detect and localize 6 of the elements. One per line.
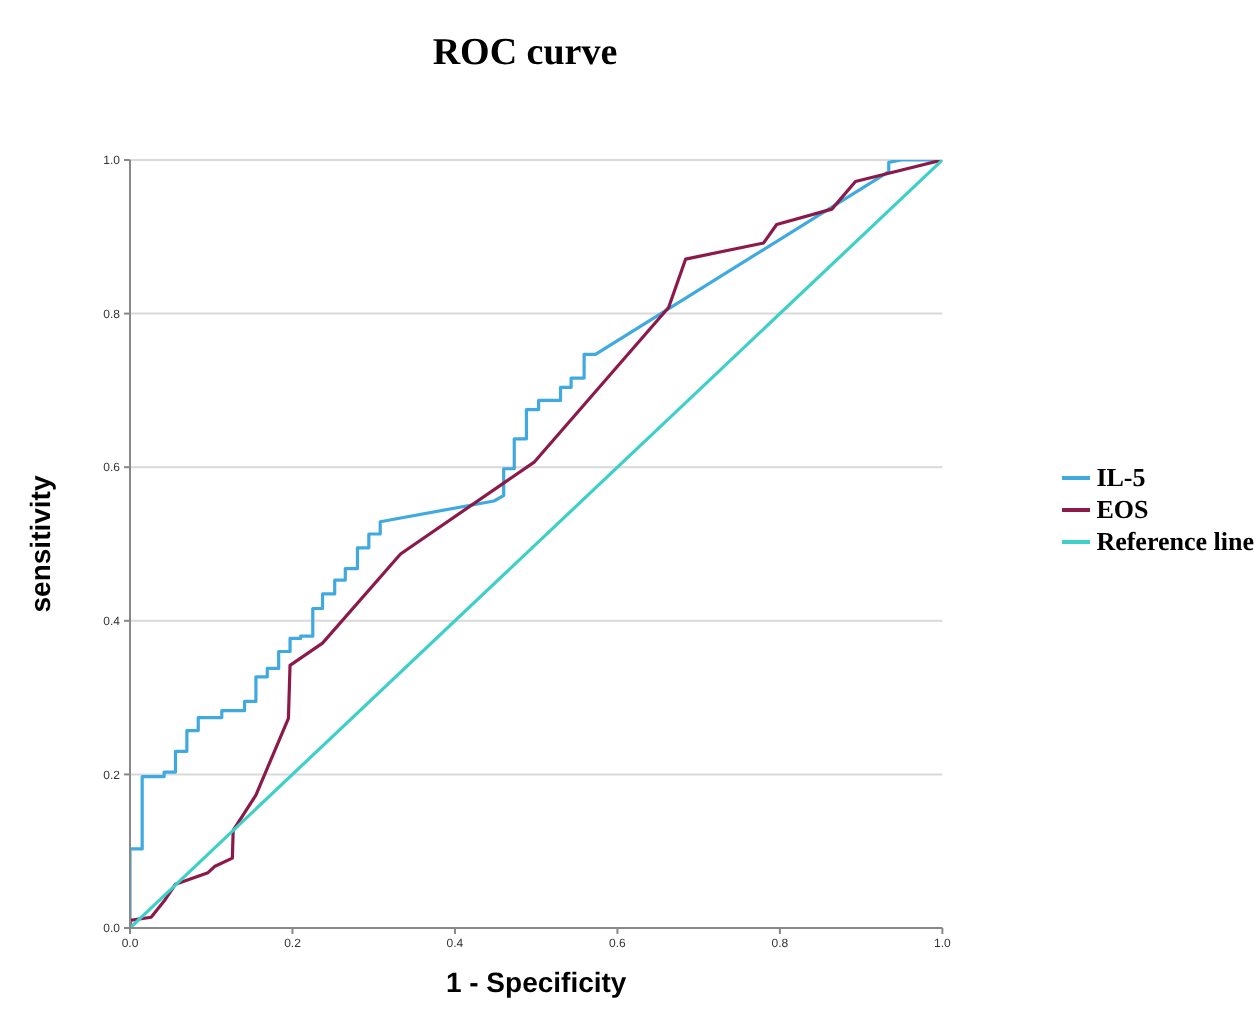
legend-label: IL-5 [1096,462,1146,494]
legend-label: EOS [1096,494,1149,526]
x-axis-title: 1 - Specificity [445,966,627,998]
legend-label: Reference line [1096,526,1254,558]
y-axis-title: sensitivity [23,475,56,613]
chart-title: ROC curve [430,32,620,76]
